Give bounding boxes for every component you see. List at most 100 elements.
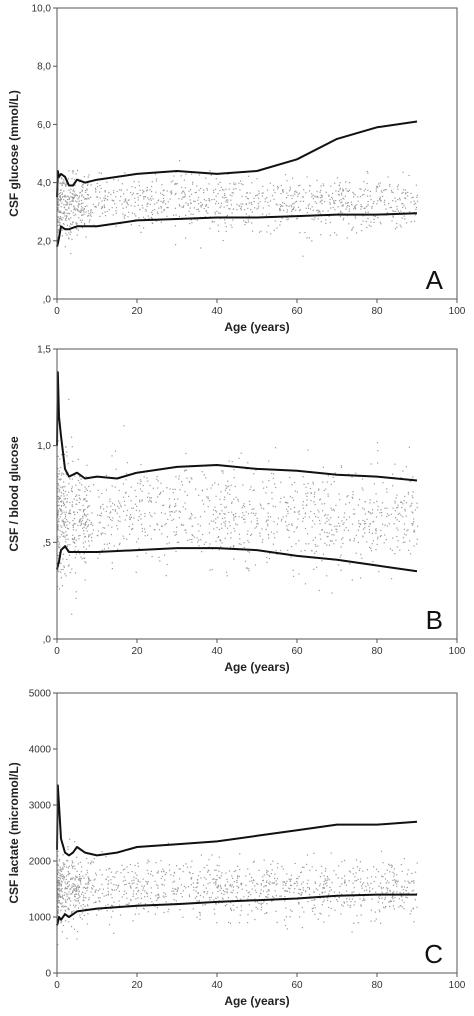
scatter-point [333, 200, 335, 202]
scatter-point [75, 900, 77, 902]
scatter-point [243, 503, 245, 505]
scatter-point [321, 904, 323, 906]
scatter-point [342, 542, 344, 544]
scatter-point [107, 887, 109, 889]
scatter-point [367, 204, 369, 206]
scatter-point [208, 532, 210, 534]
scatter-point [227, 897, 229, 899]
scatter-point [298, 513, 300, 515]
scatter-point [321, 203, 323, 205]
scatter-point [79, 519, 81, 522]
scatter-point [80, 211, 82, 214]
scatter-point [138, 547, 140, 550]
scatter-point [321, 529, 323, 531]
scatter-point [414, 214, 416, 216]
scatter-point [343, 522, 345, 524]
scatter-point [319, 201, 321, 203]
scatter-point [226, 492, 229, 494]
scatter-point [214, 869, 216, 871]
scatter-point [288, 536, 290, 538]
scatter-point [173, 214, 175, 216]
scatter-point [384, 897, 386, 899]
scatter-point [406, 897, 408, 899]
scatter-point [286, 529, 288, 531]
scatter-point [307, 901, 309, 903]
scatter-point [222, 239, 224, 242]
scatter-point [68, 881, 70, 883]
scatter-point [99, 191, 101, 193]
scatter-point [118, 489, 120, 492]
scatter-point [373, 215, 375, 217]
scatter-point [331, 196, 333, 198]
scatter-point [260, 883, 262, 885]
y-tick-label: ,5 [43, 538, 52, 549]
scatter-point [60, 177, 62, 179]
scatter-point [235, 512, 237, 515]
scatter-point [65, 538, 67, 540]
scatter-point [167, 201, 169, 203]
scatter-point [126, 201, 128, 203]
scatter-point [124, 504, 126, 506]
scatter-point [160, 877, 162, 880]
scatter-point [243, 514, 245, 516]
scatter-point [183, 885, 185, 887]
scatter-point [172, 893, 174, 895]
scatter-point [76, 898, 78, 900]
scatter-point [225, 199, 227, 201]
scatter-point [71, 478, 73, 480]
scatter-point [174, 534, 176, 536]
scatter-point [92, 524, 94, 526]
scatter-point [294, 193, 296, 195]
scatter-point [356, 232, 358, 234]
scatter-point [107, 547, 110, 549]
scatter-point [145, 190, 148, 192]
scatter-point [99, 215, 101, 217]
scatter-point [96, 914, 98, 916]
scatter-point [115, 468, 117, 470]
scatter-point [391, 866, 393, 868]
scatter-point [57, 498, 59, 500]
scatter-point [283, 496, 285, 498]
scatter-point [87, 513, 89, 515]
scatter-point [216, 922, 218, 924]
scatter-point [135, 571, 137, 573]
scatter-point [73, 206, 75, 208]
scatter-point [212, 514, 214, 516]
scatter-point [74, 542, 76, 544]
scatter-point [62, 223, 64, 225]
scatter-point [85, 488, 87, 490]
scatter-point [368, 531, 370, 533]
scatter-point [405, 192, 407, 194]
scatter-point [247, 207, 249, 209]
scatter-point [402, 516, 404, 518]
scatter-point [71, 538, 73, 540]
scatter-point [379, 185, 381, 187]
scatter-point [160, 491, 162, 493]
scatter-point [195, 890, 197, 892]
scatter-point [248, 551, 250, 553]
scatter-point [268, 537, 270, 539]
scatter-point [402, 191, 404, 193]
scatter-point [286, 209, 289, 211]
scatter-point [82, 904, 84, 906]
scatter-point [233, 881, 235, 883]
scatter-point [247, 868, 249, 870]
scatter-point [57, 514, 59, 516]
scatter-point [206, 488, 208, 490]
scatter-point [245, 567, 247, 569]
scatter-point [64, 910, 67, 912]
scatter-point [319, 191, 321, 193]
scatter-point [263, 874, 265, 876]
scatter-point [323, 503, 326, 505]
scatter-point [311, 206, 313, 208]
scatter-point [299, 209, 301, 211]
scatter-point [338, 564, 340, 566]
scatter-point [266, 873, 268, 876]
scatter-point [115, 225, 117, 227]
scatter-point [417, 525, 419, 527]
scatter-point [401, 203, 403, 205]
scatter-point [147, 911, 149, 913]
scatter-point [208, 859, 210, 861]
scatter-point [77, 209, 79, 211]
scatter-point [312, 481, 314, 483]
